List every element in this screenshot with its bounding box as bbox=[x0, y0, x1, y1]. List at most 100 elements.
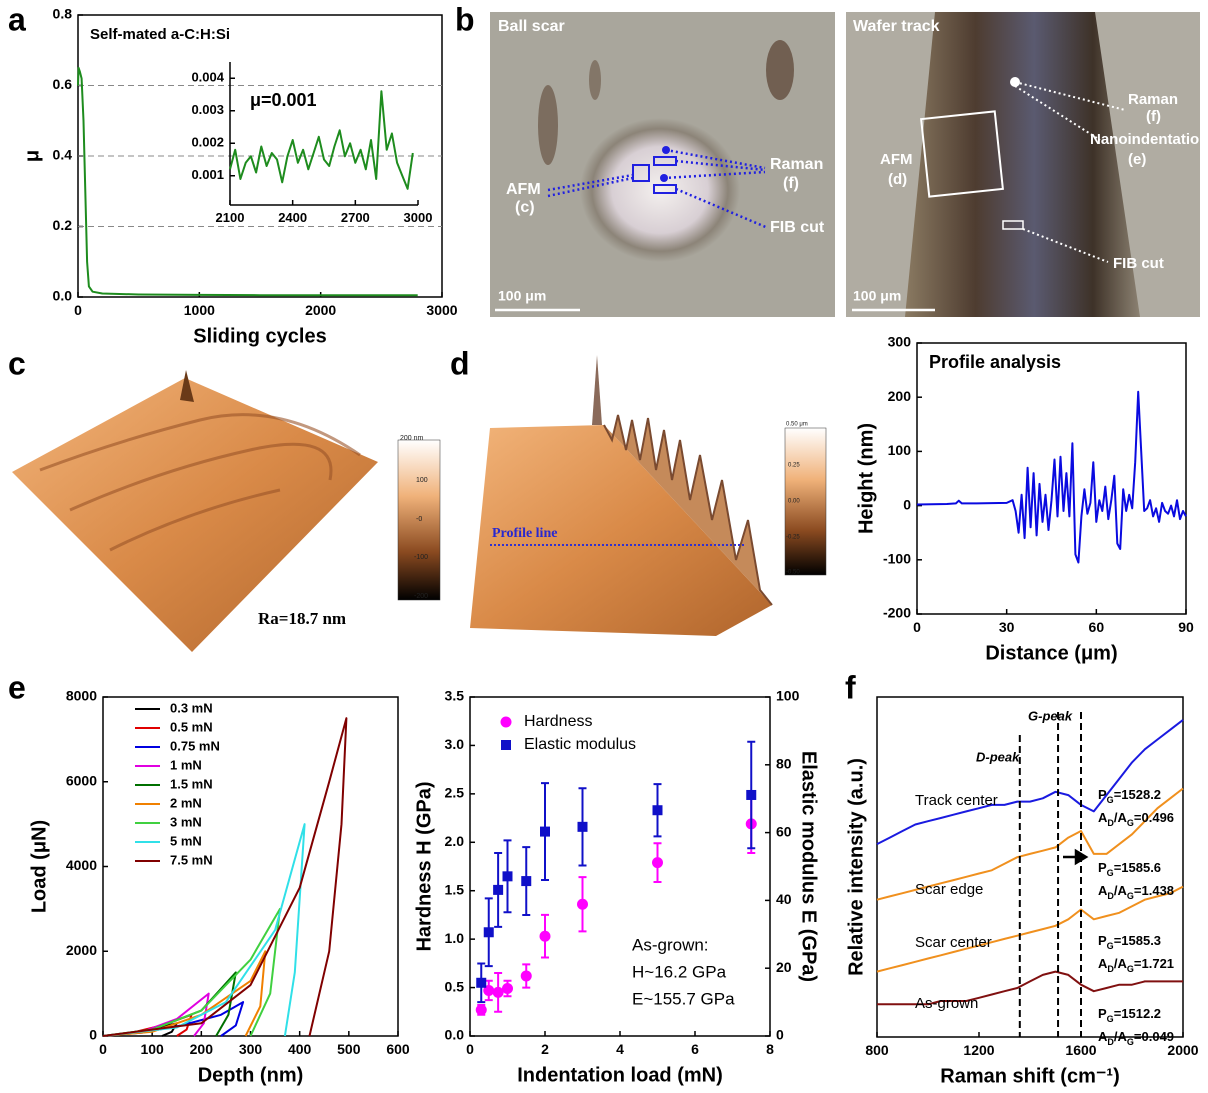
annotation-part: G bbox=[1107, 868, 1114, 878]
annotation-part: =1528.2 bbox=[1114, 787, 1161, 802]
annotation-part: P bbox=[1098, 787, 1107, 802]
annotation-part: =0.049 bbox=[1134, 1029, 1174, 1044]
y-tick-label: 100 bbox=[888, 442, 912, 458]
image-label: Nanoindentation bbox=[1090, 131, 1208, 148]
annotation-part: /A bbox=[1114, 810, 1128, 825]
image-title: Ball scar bbox=[498, 18, 565, 35]
y2-tick-label: 0 bbox=[776, 1027, 784, 1043]
y-tick-label: 4000 bbox=[66, 857, 97, 873]
x-tick-label: 100 bbox=[140, 1041, 164, 1057]
x-tick-label: 3000 bbox=[426, 302, 457, 318]
image-texts: Ball scar Raman (f) AFM (c) FIB cut 100 … bbox=[498, 18, 1208, 303]
annotation-part: /A bbox=[1114, 956, 1128, 971]
annotation-part: G bbox=[1127, 964, 1134, 974]
y-tick-label: 2.0 bbox=[445, 833, 465, 849]
x-tick-label: 2100 bbox=[216, 210, 245, 225]
annotation-part: G bbox=[1127, 891, 1134, 901]
annotation: H~16.2 GPa bbox=[632, 962, 727, 981]
panel-label: c bbox=[8, 345, 26, 381]
y-axis-label: μ bbox=[21, 150, 43, 162]
series-line bbox=[102, 717, 348, 1037]
y-tick-label: -100 bbox=[883, 551, 911, 567]
marker bbox=[502, 983, 513, 995]
annotation-part: G bbox=[1107, 1014, 1114, 1024]
x-tick-label: 3000 bbox=[404, 210, 433, 225]
x-axis-label: Raman shift (cm⁻¹) bbox=[940, 1065, 1119, 1087]
annotation-part: =1585.6 bbox=[1114, 860, 1161, 875]
x-tick-label: 200 bbox=[190, 1041, 214, 1057]
x-tick-label: 1000 bbox=[184, 302, 215, 318]
x-axis-label: Indentation load (mN) bbox=[517, 1064, 723, 1086]
series-line bbox=[877, 970, 1183, 1006]
marker bbox=[746, 789, 757, 800]
series-line bbox=[102, 823, 306, 1037]
series-line bbox=[876, 719, 1184, 845]
y2-tick-label: 60 bbox=[776, 823, 792, 839]
stain bbox=[538, 85, 558, 165]
annotation: PG=1512.2 bbox=[1098, 1006, 1161, 1024]
peak-label: D-peak bbox=[976, 749, 1020, 764]
x-tick-label: 2000 bbox=[305, 302, 336, 318]
colorbar-label: -0.25 bbox=[786, 535, 800, 541]
x-tick-label: 8 bbox=[766, 1041, 774, 1057]
y-tick-label: 0.0 bbox=[445, 1027, 465, 1043]
y-tick-label: 2.5 bbox=[445, 785, 465, 801]
scale-label: 100 μm bbox=[853, 288, 901, 304]
colorbar-label: 0.50 μm bbox=[786, 422, 808, 428]
colorbar-label: -100 bbox=[414, 554, 428, 561]
x-tick-label: 90 bbox=[1178, 619, 1194, 635]
colorbar bbox=[397, 439, 441, 601]
colorbar-label: -0.50 bbox=[786, 570, 800, 576]
marker bbox=[492, 986, 504, 998]
marker bbox=[539, 930, 551, 942]
track bbox=[905, 12, 1140, 317]
legend-label: Hardness bbox=[524, 713, 592, 730]
x-tick-label: 4 bbox=[616, 1041, 624, 1057]
x-tick-label: 600 bbox=[386, 1041, 410, 1057]
y-tick-label: 0.003 bbox=[191, 102, 224, 117]
y-tick-label: 0.8 bbox=[53, 6, 73, 22]
y2-tick-label: 40 bbox=[776, 891, 792, 907]
marker bbox=[483, 927, 494, 938]
image-label: FIB cut bbox=[770, 219, 825, 236]
y2-tick-label: 100 bbox=[776, 688, 800, 704]
ball-scar-image bbox=[490, 12, 835, 317]
image-label: (d) bbox=[888, 171, 907, 188]
annotation-part: /A bbox=[1114, 883, 1128, 898]
y-tick-label: 0.0 bbox=[53, 288, 73, 304]
shift-arrow bbox=[1063, 848, 1089, 866]
series-line bbox=[916, 390, 1187, 564]
y-tick-label: 300 bbox=[888, 334, 912, 350]
annotation-part: A bbox=[1098, 883, 1108, 898]
spiky-region bbox=[603, 414, 773, 606]
chart-title: Self-mated a-C:H:Si bbox=[90, 26, 230, 43]
legend-label: 0.75 mN bbox=[170, 738, 220, 753]
image-label: AFM bbox=[880, 151, 913, 168]
colorbar-label: -200 bbox=[414, 593, 428, 600]
x-tick-label: 0 bbox=[74, 302, 82, 318]
image-label: FIB cut bbox=[1113, 255, 1164, 272]
annotation: As-grown: bbox=[632, 935, 709, 954]
annotation-part: =1.438 bbox=[1134, 883, 1174, 898]
annotation-part: P bbox=[1098, 860, 1107, 875]
annotation-part: D bbox=[1107, 1037, 1114, 1047]
y-tick-label: 200 bbox=[888, 388, 912, 404]
wafer-track-image bbox=[846, 12, 1200, 317]
series-line bbox=[77, 66, 418, 297]
spike bbox=[180, 370, 194, 402]
image-label: Raman bbox=[770, 156, 823, 173]
x-axis-label: Distance (μm) bbox=[985, 642, 1117, 664]
legend-label: 1.5 mN bbox=[170, 776, 213, 791]
y-tick-label: 3.0 bbox=[445, 736, 465, 752]
marker bbox=[501, 740, 511, 750]
y-tick-label: 0 bbox=[89, 1027, 97, 1043]
x-tick-label: 1600 bbox=[1065, 1042, 1096, 1058]
x-tick-label: 800 bbox=[865, 1042, 889, 1058]
x-tick-label: 400 bbox=[288, 1041, 312, 1057]
colorbar-d-labels: 0.50 μm 0.25 0.00 -0.25 -0.50 bbox=[786, 422, 808, 576]
marker bbox=[475, 1004, 487, 1016]
annotation-part: D bbox=[1107, 964, 1114, 974]
image-label: (c) bbox=[515, 199, 535, 216]
colorbar-label: -0 bbox=[416, 516, 422, 523]
